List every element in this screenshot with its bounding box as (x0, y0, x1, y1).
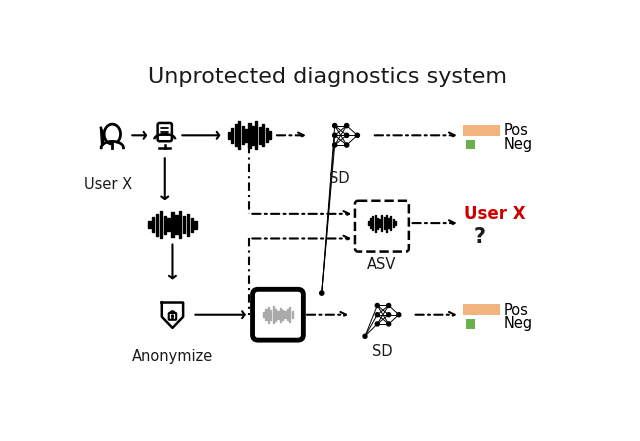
Bar (259, 127, 261, 144)
Bar (148, 221, 150, 228)
Bar (372, 217, 373, 230)
Bar (368, 221, 369, 225)
Bar (183, 217, 185, 233)
Bar (231, 128, 234, 143)
Bar (266, 309, 267, 320)
Bar (390, 217, 391, 230)
Bar (377, 217, 378, 228)
Text: SD: SD (329, 171, 350, 186)
Bar (252, 126, 254, 145)
Circle shape (344, 143, 349, 147)
Bar (269, 131, 271, 139)
Bar (386, 215, 387, 232)
Bar (388, 218, 389, 228)
Bar (393, 219, 394, 227)
Bar (245, 129, 247, 142)
Circle shape (397, 313, 401, 317)
Bar (463, 124, 500, 136)
Bar (235, 124, 237, 146)
Text: Pos: Pos (504, 303, 529, 318)
Bar (168, 218, 170, 231)
Bar (277, 310, 278, 319)
Text: Pos: Pos (504, 123, 529, 138)
Bar (466, 319, 475, 329)
Bar (384, 217, 385, 229)
Bar (255, 121, 257, 149)
Bar (175, 215, 177, 234)
Circle shape (387, 322, 390, 326)
Bar (172, 212, 173, 237)
FancyBboxPatch shape (355, 201, 409, 251)
Bar (370, 218, 371, 228)
Bar (241, 126, 244, 144)
Bar (195, 221, 196, 228)
Bar (268, 307, 269, 322)
Text: Neg: Neg (504, 317, 532, 332)
Bar (466, 140, 475, 149)
Bar (395, 220, 396, 225)
Circle shape (355, 133, 360, 138)
Circle shape (344, 123, 349, 128)
Circle shape (333, 123, 337, 128)
Bar (164, 216, 166, 234)
Bar (179, 211, 181, 239)
Circle shape (375, 313, 380, 317)
Circle shape (387, 313, 390, 317)
Bar (266, 128, 268, 142)
Bar (280, 308, 281, 321)
Text: ASV: ASV (367, 257, 397, 272)
Bar (287, 309, 288, 320)
Bar (375, 215, 376, 232)
Bar (191, 218, 193, 232)
FancyBboxPatch shape (253, 289, 303, 340)
Bar (273, 306, 274, 324)
Bar (291, 311, 293, 318)
Text: Anonymize: Anonymize (132, 349, 213, 364)
Circle shape (387, 303, 390, 307)
Bar (282, 310, 284, 320)
Bar (160, 211, 162, 239)
Circle shape (375, 322, 380, 326)
FancyBboxPatch shape (169, 313, 176, 320)
Circle shape (333, 133, 337, 138)
Bar (381, 216, 382, 231)
Circle shape (333, 143, 337, 147)
Text: SD: SD (372, 344, 392, 359)
Bar (270, 310, 271, 320)
Text: Neg: Neg (504, 137, 532, 152)
Polygon shape (162, 303, 183, 328)
Text: User X: User X (84, 177, 132, 192)
Bar (289, 307, 291, 322)
Circle shape (172, 315, 173, 317)
Bar (263, 312, 264, 318)
Bar (262, 124, 264, 146)
Bar (275, 309, 276, 321)
Bar (463, 304, 500, 315)
Circle shape (344, 133, 349, 138)
Bar (156, 213, 158, 236)
Circle shape (375, 303, 380, 307)
Bar (284, 311, 285, 318)
FancyBboxPatch shape (157, 123, 172, 141)
Circle shape (363, 334, 367, 338)
Circle shape (319, 291, 324, 295)
Bar (228, 132, 230, 139)
Bar (187, 213, 189, 236)
Text: Unprotected diagnostics system: Unprotected diagnostics system (148, 67, 508, 87)
Bar (152, 217, 154, 232)
Bar (238, 121, 240, 149)
Text: ?: ? (474, 227, 486, 247)
Text: User X: User X (464, 205, 526, 223)
Bar (248, 123, 250, 148)
